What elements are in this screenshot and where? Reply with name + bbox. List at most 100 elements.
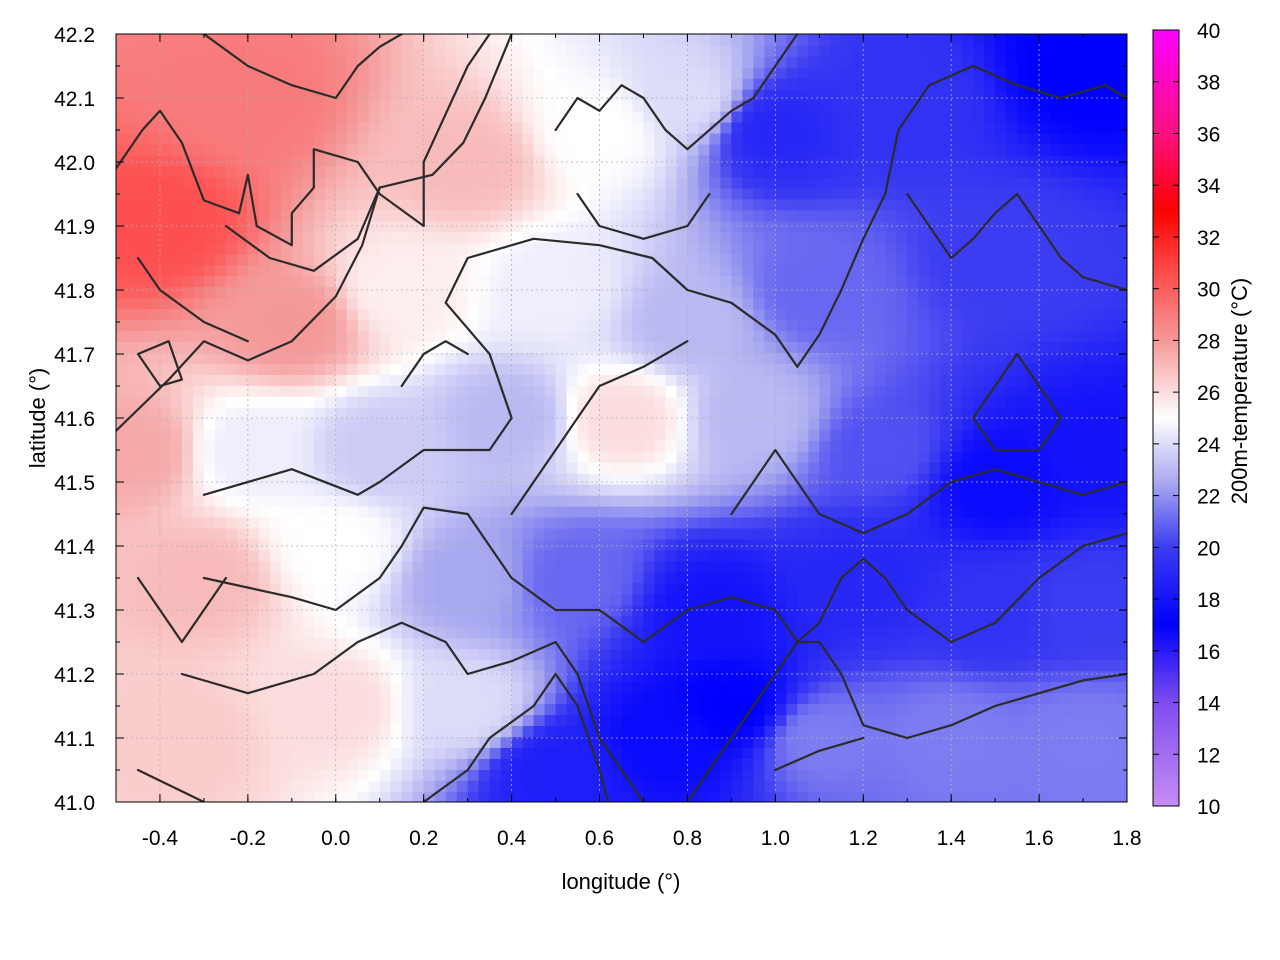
heat-cell	[181, 374, 194, 386]
heat-cell	[335, 692, 348, 705]
heat-cell	[995, 769, 1007, 781]
heat-cell	[577, 780, 590, 792]
heat-cell	[665, 396, 678, 408]
heat-cell	[720, 615, 733, 628]
heat-cell	[313, 670, 326, 683]
heat-cell	[478, 659, 491, 672]
heat-cell	[412, 450, 425, 463]
heat-cell	[929, 231, 941, 244]
heat-cell	[225, 286, 238, 299]
heat-cell	[412, 549, 425, 562]
heat-cell	[1039, 297, 1051, 310]
heat-cell	[126, 725, 139, 737]
heat-cell	[621, 791, 634, 802]
heat-cell	[346, 791, 359, 802]
heat-cell	[1094, 527, 1106, 540]
heat-cell	[885, 637, 898, 650]
heat-cell	[412, 747, 425, 759]
heat-cell	[874, 670, 887, 683]
heat-cell	[313, 385, 326, 397]
heat-cell	[522, 242, 535, 255]
heat-cell	[313, 494, 326, 507]
heat-cell	[291, 483, 304, 496]
heat-cell	[1072, 253, 1084, 266]
heat-cell	[1017, 714, 1029, 726]
heat-cell	[621, 242, 634, 255]
heat-cell	[687, 505, 700, 518]
heat-cell	[544, 472, 557, 485]
heat-cell	[137, 670, 150, 683]
heat-cell	[324, 275, 337, 288]
heat-cell	[445, 472, 458, 485]
heat-cell	[401, 593, 414, 606]
heat-cell	[929, 604, 941, 617]
heat-cell	[753, 791, 766, 802]
heat-cell	[434, 275, 447, 288]
heat-cell	[863, 450, 876, 463]
heat-cell	[346, 286, 359, 299]
heat-cell	[753, 549, 766, 562]
heat-cell	[401, 648, 414, 661]
heat-cell	[423, 461, 436, 474]
heat-cell	[709, 275, 722, 288]
heat-cell	[291, 396, 304, 408]
heat-cell	[830, 615, 843, 628]
heat-cell	[170, 494, 183, 507]
heat-cell	[533, 527, 546, 540]
heat-cell	[269, 527, 282, 540]
heat-cell	[445, 692, 458, 705]
heat-cell	[500, 725, 513, 737]
heat-cell	[368, 516, 381, 529]
heat-cell	[753, 450, 766, 463]
heat-cell	[720, 758, 733, 770]
heat-cell	[148, 494, 161, 507]
heat-cell	[863, 615, 876, 628]
heat-cell	[808, 560, 821, 573]
heat-cell	[1050, 341, 1062, 353]
heat-cell	[489, 242, 502, 255]
heat-cell	[577, 736, 590, 748]
heat-cell	[1072, 582, 1084, 595]
heat-cell	[874, 450, 887, 463]
heat-cell	[863, 604, 876, 617]
heat-cell	[335, 297, 348, 310]
heat-cell	[401, 692, 414, 705]
heat-cell	[445, 319, 458, 332]
heat-cell	[225, 725, 238, 737]
heat-cell	[984, 363, 996, 375]
heat-cell	[962, 461, 974, 474]
heat-cell	[203, 736, 216, 748]
heat-cell	[258, 626, 271, 639]
heat-cell	[599, 297, 612, 310]
heat-cell	[632, 396, 645, 408]
heat-cell	[291, 791, 304, 802]
heat-cell	[544, 297, 557, 310]
heat-cell	[687, 725, 700, 737]
heat-cell	[236, 494, 249, 507]
heat-cell	[478, 439, 491, 452]
heat-cell	[599, 352, 612, 364]
heat-cell	[841, 231, 854, 244]
heat-cell	[313, 714, 326, 726]
heat-cell	[346, 769, 359, 781]
heat-cell	[544, 560, 557, 573]
heat-cell	[116, 198, 128, 211]
heat-cell	[1061, 253, 1073, 266]
heat-cell	[885, 736, 898, 748]
heat-cell	[346, 341, 359, 353]
heat-cell	[137, 494, 150, 507]
heat-cell	[841, 527, 854, 540]
heat-cell	[467, 220, 480, 233]
heat-cell	[456, 681, 469, 694]
heat-cell	[291, 209, 304, 222]
heat-cell	[467, 363, 480, 375]
heat-cell	[247, 209, 260, 222]
heat-cell	[1083, 571, 1095, 584]
heat-cell	[1061, 418, 1073, 430]
heat-cell	[797, 747, 810, 759]
heat-cell	[225, 714, 238, 726]
heat-cell	[918, 253, 930, 266]
heat-cell	[973, 692, 985, 705]
heat-cell	[577, 659, 590, 672]
heat-cell	[1083, 769, 1095, 781]
